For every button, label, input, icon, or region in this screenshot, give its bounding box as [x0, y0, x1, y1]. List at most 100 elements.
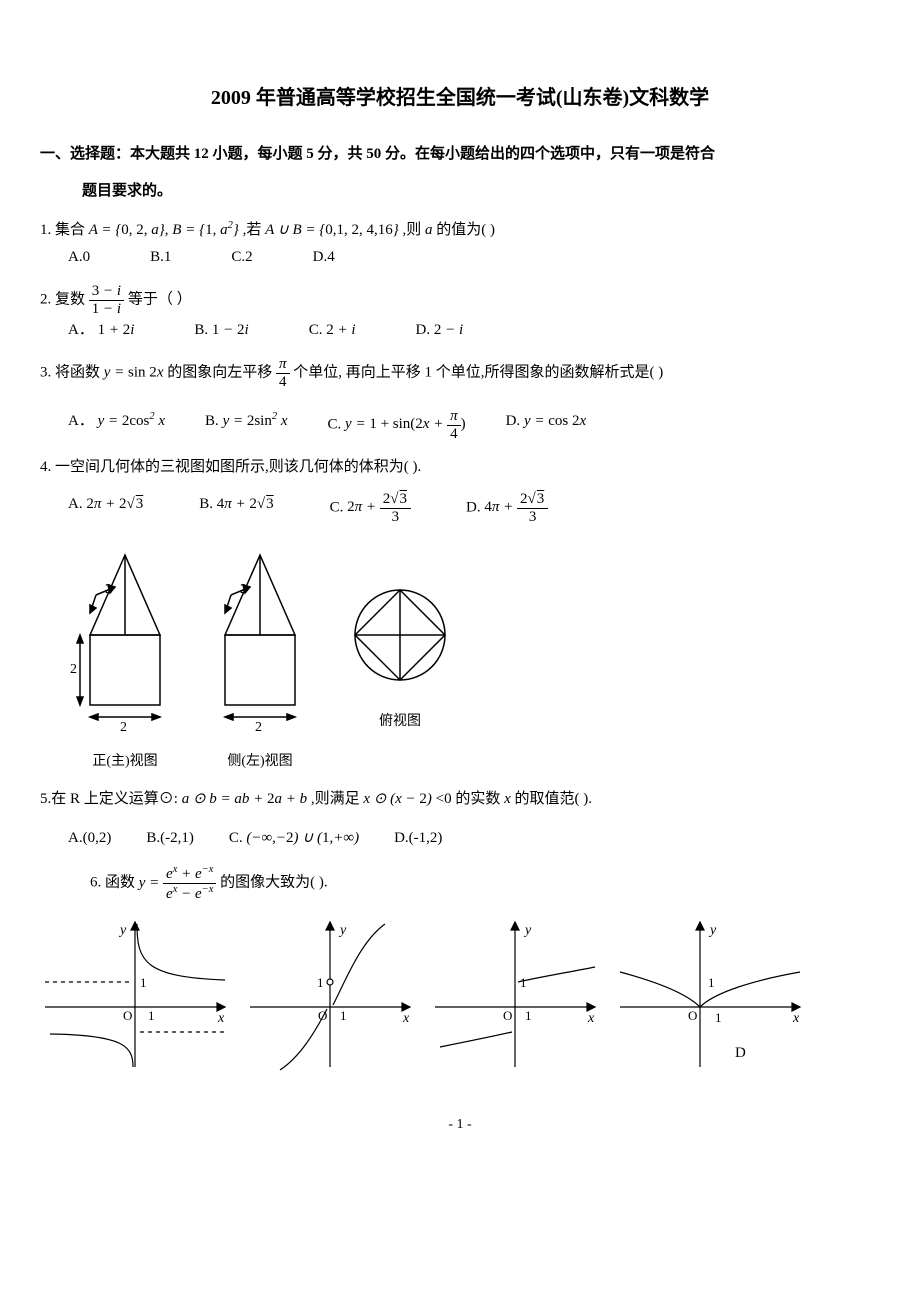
page-number: - 1 -: [40, 1112, 880, 1137]
svg-text:1: 1: [340, 1008, 347, 1023]
q2-options: A． 1 + 2i B. 1 − 2i C. 2 + i D. 2 − i: [68, 317, 880, 344]
svg-text:y: y: [338, 923, 347, 938]
svg-text:D: D: [735, 1045, 746, 1061]
svg-text:O: O: [688, 1008, 697, 1023]
q1-var-a: a: [425, 222, 433, 238]
q4-opt-D: D. 4π + 2√33: [466, 491, 548, 525]
q2-opt-C: C. 2 + i: [309, 317, 356, 344]
svg-text:1: 1: [520, 975, 527, 990]
q3-func: y = sin 2x: [104, 364, 164, 380]
svg-text:1: 1: [708, 975, 715, 990]
q2-opt-D: D. 2 − i: [416, 317, 464, 344]
q3-stem-pre: 3. 将函数: [40, 364, 104, 380]
q2-stem-pre: 2. 复数: [40, 291, 89, 307]
svg-text:O: O: [503, 1008, 512, 1023]
q3-options: A． y = 2cos2 x B. y = 2sin2 x C. y = 1 +…: [68, 408, 880, 442]
q3-stem-mid: 的图象向左平移: [167, 364, 276, 380]
q6-stem-pre: 6. 函数: [90, 875, 139, 891]
q4-opt-C: C. 2π + 2√33: [330, 491, 411, 525]
question-5: 5.在 R 上定义运算⊙: a ⊙ b = ab + 2a + b ,则满足 x…: [40, 786, 880, 852]
q1-stem-pre: 1. 集合: [40, 222, 89, 238]
svg-text:x: x: [217, 1011, 225, 1026]
question-2: 2. 复数 3 − i 1 − i 等于（ ） A． 1 + 2i B. 1 −…: [40, 283, 880, 344]
question-4: 4. 一空间几何体的三视图如图所示,则该几何体的体积为( ). A. 2π + …: [40, 454, 880, 774]
q1-union: A ∪ B = {0,1, 2, 4,16}: [265, 222, 399, 238]
q6-graph-B: 1 1 O x y B: [245, 912, 420, 1072]
svg-text:1: 1: [148, 1008, 155, 1023]
q3-opt-B: B. y = 2sin2 x: [205, 408, 287, 442]
q5-cond: x ⊙ (x − 2): [363, 791, 432, 807]
q6-graph-A: 1 1 O x y A: [40, 912, 235, 1072]
section-line-1: 一、选择题：本大题共 12 小题，每小题 5 分，共 50 分。在每小题给出的四…: [40, 146, 715, 162]
q1-stem-post: ,则: [403, 222, 426, 238]
q5-stem-mid: ,则满足: [311, 791, 364, 807]
q5-stem-post: <0 的实数: [436, 791, 504, 807]
q4-stem: 4. 一空间几何体的三视图如图所示,则该几何体的体积为( ).: [40, 454, 880, 481]
q6-graph-C: 1 1 O x y C: [430, 912, 605, 1072]
q3-stem-post: 个单位, 再向上平移 1 个单位,所得图象的函数解析式是( ): [293, 364, 663, 380]
q5-def: a ⊙ b = ab + 2a + b: [182, 791, 307, 807]
q1-set-B: B = {1, a2}: [172, 222, 239, 238]
q4-opt-A: A. 2π + 2√3: [68, 491, 144, 525]
svg-text:2: 2: [240, 582, 247, 597]
q2-fraction: 3 − i 1 − i: [89, 283, 124, 317]
q1-stem-mid: ,若: [243, 222, 266, 238]
q3-opt-D: D. y = cos 2x: [506, 408, 587, 442]
q5-opt-A: A.(0,2): [68, 825, 111, 852]
q1-opt-C: C.2: [231, 244, 252, 271]
q3-opt-C: C. y = 1 + sin(2x + π4): [328, 408, 466, 442]
svg-text:y: y: [523, 923, 532, 938]
q5-opt-D: D.(-1,2): [394, 825, 442, 852]
q1-options: A.0 B.1 C.2 D.4: [68, 244, 880, 271]
q5-options: A.(0,2) B.(-2,1) C. (−∞,−2) ∪ (1,+∞) D.(…: [68, 825, 880, 852]
q2-stem-post: 等于（ ）: [128, 291, 192, 307]
q1-stem-end: 的值为( ): [436, 222, 495, 238]
q4-top-view: 俯视图: [340, 575, 460, 734]
q4-top-caption: 俯视图: [340, 709, 460, 734]
q6-func: y = ex + e−x ex − e−x: [139, 875, 220, 891]
q3-pi4: π4: [276, 356, 290, 390]
q5-var-x: x: [504, 791, 511, 807]
svg-text:2: 2: [120, 720, 127, 735]
svg-text:1: 1: [715, 1010, 722, 1025]
q5-opt-C: C. (−∞,−2) ∪ (1,+∞): [229, 825, 359, 852]
svg-text:1: 1: [317, 975, 324, 990]
svg-text:1: 1: [525, 1008, 532, 1023]
q4-options: A. 2π + 2√3 B. 4π + 2√3 C. 2π + 2√33 D. …: [68, 491, 880, 525]
q5-stem-end: 的取值范( ).: [515, 791, 593, 807]
q2-opt-A: A． 1 + 2i: [68, 317, 134, 344]
svg-text:x: x: [792, 1011, 800, 1026]
svg-text:1: 1: [140, 975, 147, 990]
svg-text:y: y: [118, 923, 127, 938]
svg-text:2: 2: [255, 720, 262, 735]
svg-text:x: x: [587, 1011, 595, 1026]
q1-opt-D: D.4: [313, 244, 335, 271]
section-heading: 一、选择题：本大题共 12 小题，每小题 5 分，共 50 分。在每小题给出的四…: [40, 141, 880, 168]
svg-text:O: O: [318, 1008, 327, 1023]
q4-figures: 2 2 2 正(主)视图: [70, 535, 880, 774]
question-3: 3. 将函数 y = sin 2x 的图象向左平移 π4 个单位, 再向上平移 …: [40, 356, 880, 442]
section-heading-cont: 题目要求的。: [40, 178, 880, 205]
q5-stem-pre: 5.在 R 上定义运算⊙:: [40, 791, 182, 807]
q5-opt-B: B.(-2,1): [146, 825, 194, 852]
q4-opt-B: B. 4π + 2√3: [199, 491, 274, 525]
q2-opt-B: B. 1 − 2i: [194, 317, 248, 344]
svg-text:2: 2: [105, 582, 112, 597]
q3-opt-A: A． y = 2cos2 x: [68, 408, 165, 442]
q6-stem-post: 的图像大致为( ).: [220, 875, 328, 891]
q6-graphs: 1 1 O x y A 1 1 O x y B: [40, 912, 880, 1072]
svg-text:y: y: [708, 923, 717, 938]
svg-text:x: x: [402, 1011, 410, 1026]
q4-front-caption: 正(主)视图: [70, 749, 180, 774]
svg-text:O: O: [123, 1008, 132, 1023]
page-title: 2009 年普通高等学校招生全国统一考试(山东卷)文科数学: [40, 80, 880, 116]
q1-set-A: A = {0, 2, a}: [89, 222, 165, 238]
q4-side-caption: 侧(左)视图: [205, 749, 315, 774]
svg-text:2: 2: [70, 662, 77, 677]
q6-graph-D: 1 1 O x y D: [615, 912, 810, 1072]
q4-front-view: 2 2 2 正(主)视图: [70, 535, 180, 774]
q1-opt-A: A.0: [68, 244, 90, 271]
q4-side-view: 2 2 侧(左)视图: [205, 535, 315, 774]
q1-opt-B: B.1: [150, 244, 171, 271]
question-6: 6. 函数 y = ex + e−x ex − e−x 的图像大致为( ). 1…: [40, 864, 880, 1072]
